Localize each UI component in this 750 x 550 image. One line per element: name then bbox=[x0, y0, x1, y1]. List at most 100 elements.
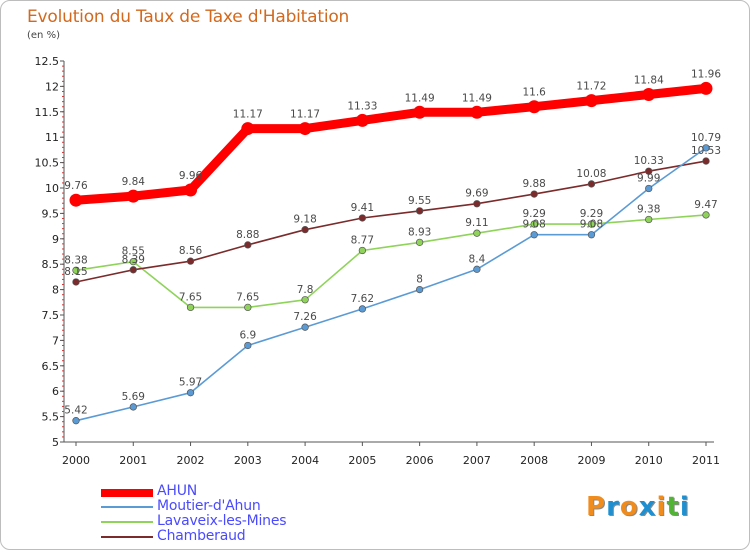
y-tick-label: 9.5 bbox=[42, 207, 60, 220]
data-label: 9.69 bbox=[465, 188, 488, 200]
data-label: 8.15 bbox=[64, 266, 87, 278]
series-labels: 8.388.557.65 7.657.88.778.939.119.29 9.29 9… bbox=[64, 68, 721, 416]
x-tick-label: 2001 bbox=[119, 454, 147, 467]
data-label: 9.08 bbox=[580, 219, 603, 231]
data-label: 8.77 bbox=[351, 234, 374, 246]
data-label: 9.84 bbox=[122, 176, 146, 188]
data-point bbox=[470, 105, 484, 119]
data-label: 7.65 bbox=[179, 291, 202, 303]
data-label: 5.42 bbox=[64, 405, 87, 417]
data-point bbox=[473, 265, 481, 273]
logo-letter: P bbox=[586, 492, 607, 522]
y-tick-label: 12.5 bbox=[35, 55, 60, 68]
data-label: 11.84 bbox=[634, 75, 664, 87]
data-point bbox=[241, 122, 255, 136]
data-point bbox=[244, 241, 252, 249]
data-point bbox=[645, 167, 653, 175]
data-label: 9.99 bbox=[637, 173, 660, 185]
data-point bbox=[645, 184, 653, 193]
data-label: 8.55 bbox=[122, 246, 145, 258]
data-label: 7.26 bbox=[293, 311, 317, 323]
data-label: 10.08 bbox=[576, 168, 606, 180]
data-label: 9.29 bbox=[522, 208, 545, 220]
x-tick-label: 2004 bbox=[291, 454, 319, 467]
data-label: 8 bbox=[416, 274, 423, 286]
logo-letter: t bbox=[666, 492, 680, 522]
data-point bbox=[186, 389, 195, 397]
logo-letter: i bbox=[679, 492, 690, 522]
data-point bbox=[301, 296, 309, 304]
series-lines bbox=[71, 83, 711, 422]
series-points bbox=[69, 81, 713, 425]
x-tick-label: 2006 bbox=[406, 454, 434, 467]
data-point bbox=[530, 231, 538, 239]
data-label: 8.93 bbox=[408, 226, 431, 238]
data-label: 6.9 bbox=[239, 329, 256, 341]
data-label: 9.08 bbox=[522, 219, 545, 231]
y-tick-label: 7.5 bbox=[42, 309, 60, 322]
data-point bbox=[415, 285, 424, 294]
data-label: 9.41 bbox=[351, 202, 374, 214]
y-tick-label: 10 bbox=[45, 182, 59, 195]
x-tick-label: 2000 bbox=[62, 454, 90, 467]
data-point bbox=[702, 157, 710, 165]
series-line-3 bbox=[75, 160, 707, 283]
y-tick-label: 11.5 bbox=[35, 106, 60, 119]
data-point bbox=[244, 341, 252, 350]
data-label: 7.8 bbox=[297, 284, 314, 296]
data-label: 9.96 bbox=[179, 170, 203, 182]
data-label: 11.49 bbox=[405, 92, 435, 104]
data-point bbox=[358, 214, 367, 222]
data-label: 11.17 bbox=[290, 109, 320, 121]
data-point bbox=[473, 200, 481, 208]
y-tick-label: 7 bbox=[52, 334, 59, 347]
y-tick-label: 9 bbox=[52, 233, 59, 246]
data-label: 7.65 bbox=[236, 291, 259, 303]
data-label: 8.38 bbox=[64, 254, 87, 266]
x-tick-label: 2007 bbox=[463, 454, 491, 467]
data-point bbox=[587, 220, 596, 228]
x-tick-label: 2011 bbox=[692, 454, 720, 467]
series-line-2 bbox=[75, 214, 707, 309]
y-tick-label: 10.5 bbox=[35, 157, 60, 170]
data-point bbox=[473, 229, 481, 237]
data-label: 8.4 bbox=[469, 253, 486, 265]
data-label: 11.96 bbox=[691, 68, 721, 80]
legend-swatch-ahun bbox=[101, 489, 153, 497]
y-tick-label: 12 bbox=[45, 80, 59, 93]
legend-label-lavaveix: Lavaveix-les-Mines bbox=[157, 513, 287, 529]
data-point bbox=[244, 303, 252, 312]
y-tick-label: 6.5 bbox=[42, 360, 60, 373]
data-label: 9.11 bbox=[465, 217, 488, 229]
data-label: 8.56 bbox=[179, 245, 203, 257]
data-label: 9.88 bbox=[522, 178, 545, 190]
x-tick-label: 2008 bbox=[520, 454, 548, 467]
legend-swatch-moutier bbox=[101, 506, 153, 508]
data-point bbox=[72, 417, 80, 425]
data-point bbox=[358, 246, 367, 255]
data-point bbox=[129, 403, 137, 411]
data-point bbox=[72, 278, 80, 286]
data-label: 11.17 bbox=[233, 109, 263, 121]
legend-label-ahun: AHUN bbox=[157, 483, 198, 499]
data-label: 8.88 bbox=[236, 229, 259, 241]
x-tick-label: 2002 bbox=[177, 454, 205, 467]
data-label: 9.29 bbox=[580, 208, 603, 220]
data-point bbox=[527, 100, 541, 114]
x-tick-label: 2009 bbox=[577, 454, 605, 467]
data-point bbox=[530, 220, 538, 228]
data-label: 10.33 bbox=[634, 155, 664, 167]
data-label: 5.69 bbox=[122, 391, 145, 403]
data-label: 11.49 bbox=[462, 92, 492, 104]
data-point bbox=[358, 305, 367, 313]
data-label: 8.39 bbox=[122, 254, 145, 266]
data-label: 11.33 bbox=[347, 100, 377, 112]
y-tick-label: 5 bbox=[52, 436, 59, 449]
data-point bbox=[301, 323, 309, 331]
x-tick-label: 2003 bbox=[234, 454, 262, 467]
y-tick-label: 6 bbox=[52, 385, 59, 398]
data-point bbox=[413, 105, 427, 119]
data-point bbox=[530, 190, 538, 198]
chart-title: Evolution du Taux de Taxe d'Habitation bbox=[27, 7, 350, 27]
